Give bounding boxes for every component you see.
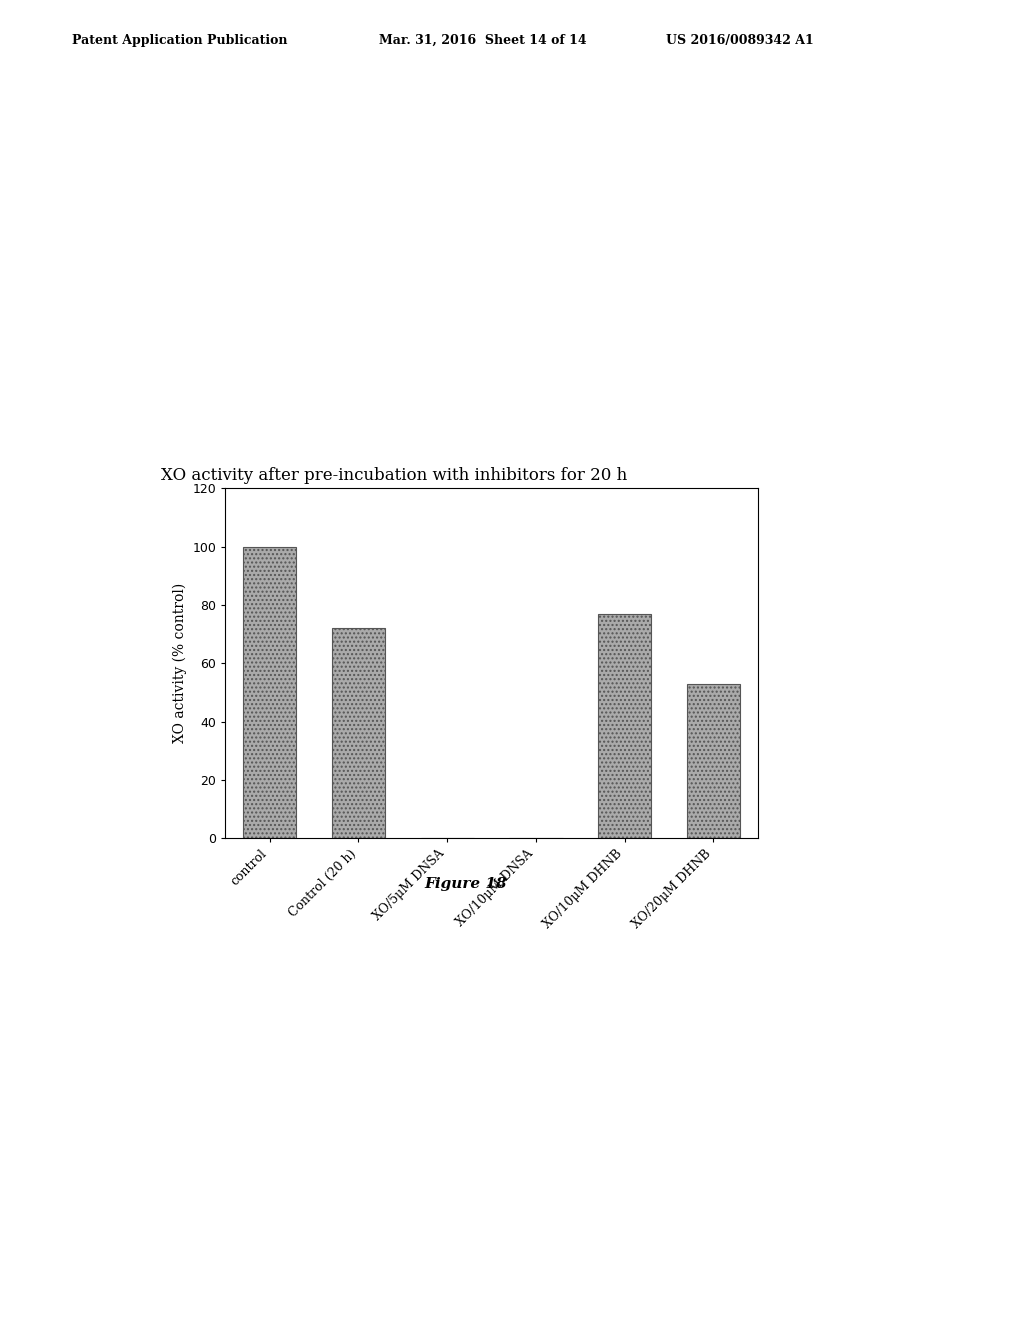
Text: US 2016/0089342 A1: US 2016/0089342 A1 — [666, 33, 813, 46]
Bar — [687, 684, 740, 838]
Y-axis label: XO activity (% control): XO activity (% control) — [172, 583, 186, 743]
Text: Figure 18: Figure 18 — [425, 878, 507, 891]
Bar — [332, 628, 385, 838]
Bar — [243, 546, 296, 838]
Text: Mar. 31, 2016  Sheet 14 of 14: Mar. 31, 2016 Sheet 14 of 14 — [379, 33, 587, 46]
Bar — [598, 614, 651, 838]
Text: XO activity after pre-incubation with inhibitors for 20 h: XO activity after pre-incubation with in… — [162, 467, 628, 484]
Text: Patent Application Publication: Patent Application Publication — [72, 33, 287, 46]
